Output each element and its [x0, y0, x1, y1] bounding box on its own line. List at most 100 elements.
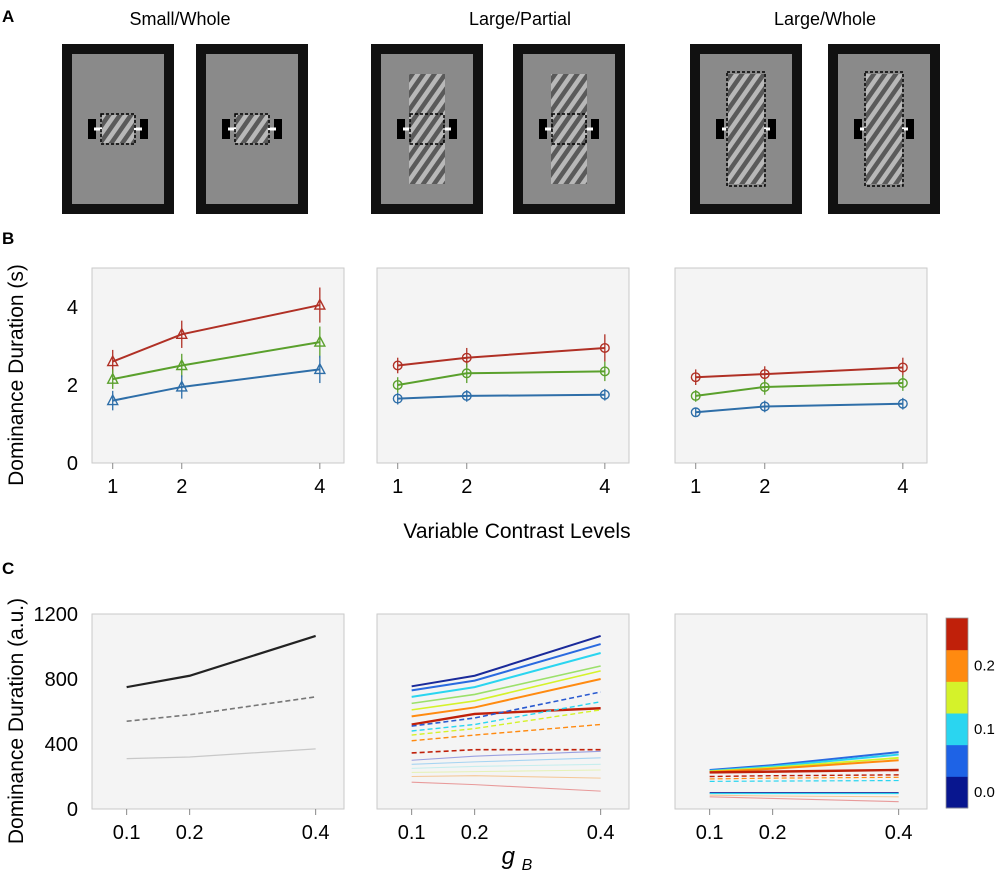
stimulus-frame: [371, 44, 483, 214]
attention-window: [551, 113, 587, 145]
point-green: [106, 372, 119, 384]
chart-b2-large-partial: 1 2 4: [376, 267, 630, 498]
condition-title: Large/Whole: [774, 9, 876, 29]
series-line-s5: [411, 670, 601, 711]
attention-window: [864, 71, 904, 187]
stimulus-row: Small/Whole Large/Partial Large/Whole: [62, 9, 940, 214]
colorbar-tick-label: 0.0: [974, 784, 995, 801]
chart-c1: 0 400 800 1200 0.1 0.2 0.4: [34, 604, 345, 844]
point-red: [461, 352, 472, 363]
x-tick-label: 1: [107, 476, 118, 498]
point-blue: [392, 393, 403, 404]
chart-b1-small-whole: 0 2 4 1 2 4: [67, 267, 345, 498]
grating: [102, 115, 134, 143]
nonius-mark-right: [266, 127, 276, 131]
nonius-mark-left: [228, 127, 238, 131]
attention-window: [100, 113, 136, 145]
colorbar-segment: [946, 649, 968, 682]
point-red: [392, 360, 403, 371]
nonius-mark-left: [545, 127, 555, 131]
c-xlabel-text: g: [502, 843, 516, 870]
point-green: [690, 390, 701, 401]
stimulus-frame: [690, 44, 802, 214]
panel-label-a: A: [2, 7, 14, 26]
x-tick-label: 4: [314, 476, 325, 498]
chart-c3: 0.1 0.2 0.4: [674, 613, 928, 844]
point-green: [313, 335, 326, 347]
x-tick-label: 2: [759, 476, 770, 498]
stimulus-frame: [828, 44, 940, 214]
colorbar-outline: [945, 617, 969, 809]
series-line-l2: [411, 757, 601, 765]
point-green: [392, 380, 403, 391]
attention-window: [726, 71, 766, 187]
chart-b3-large-whole: 1 2 4: [674, 267, 928, 498]
point-red: [759, 369, 770, 380]
grating: [866, 74, 902, 184]
nonius-mark-right: [583, 127, 593, 131]
colorbar-tick-label: 0.1: [974, 721, 995, 738]
stimulus-frame: [196, 44, 308, 214]
nonius-right: [906, 119, 914, 139]
b-xlabel: Variable Contrast Levels: [403, 520, 630, 543]
nonius-mark-right: [441, 127, 451, 131]
nonius-mark-right: [132, 127, 142, 131]
point-blue: [690, 407, 701, 418]
point-red: [690, 372, 701, 383]
series-line-light: [126, 748, 316, 760]
series-line-l1: [411, 750, 601, 761]
x-tick-label: 0.1: [398, 822, 426, 844]
plot-area: [91, 267, 345, 464]
y-tick-label: 400: [45, 734, 78, 756]
point-blue: [313, 362, 326, 375]
series-line-l4: [709, 796, 899, 803]
point-red: [106, 354, 119, 367]
x-tick-label: 4: [599, 476, 610, 498]
grating: [551, 74, 587, 184]
x-tick-label: 0.1: [113, 822, 141, 844]
x-tick-label: 0.2: [461, 822, 489, 844]
point-red: [897, 362, 908, 373]
series-line-d3: [709, 779, 899, 782]
series-line-d2: [411, 701, 601, 732]
colorbar-segment: [946, 618, 968, 651]
series-line-s4: [709, 759, 899, 773]
y-tick-label: 1200: [34, 604, 79, 626]
condition-title: Small/Whole: [129, 9, 230, 29]
c-ylabel: Dominance Duration (a.u.): [5, 598, 28, 844]
series-line-d2: [709, 776, 899, 780]
nonius-left: [397, 119, 405, 139]
nonius-mark-left: [403, 127, 413, 131]
x-tick-label: 2: [461, 476, 472, 498]
plot-area: [674, 267, 928, 464]
series-line-dashed: [126, 696, 316, 723]
colorbar-tick-label: 0.2: [974, 658, 995, 675]
panel-label-b: B: [2, 229, 14, 248]
series-line-l6: [411, 781, 601, 792]
x-tick-label: 1: [690, 476, 701, 498]
c-xlabel: g B: [502, 843, 533, 874]
series-line-l3: [709, 794, 899, 798]
series-line-solid dark: [126, 634, 316, 689]
point-red: [313, 298, 326, 310]
y-tick-label: 2: [67, 375, 78, 397]
series-line-l3: [411, 763, 601, 769]
b-ylabel: Dominance Duration (s): [5, 264, 28, 486]
point-blue: [175, 379, 188, 392]
point-blue: [759, 401, 770, 412]
series-line-s3: [411, 652, 601, 698]
nonius-right: [591, 119, 599, 139]
plot-area: [376, 267, 630, 464]
x-tick-label: 1: [392, 476, 403, 498]
plot-area: [674, 613, 928, 810]
y-tick-label: 800: [45, 669, 78, 691]
xlabel-subscript: B: [522, 857, 533, 874]
stimulus-frame: [513, 44, 625, 214]
nonius-mark-left: [94, 127, 104, 131]
colorbar-segment: [946, 681, 968, 714]
condition-title: Large/Partial: [469, 9, 571, 29]
point-green: [599, 366, 610, 377]
series-line-l5: [411, 775, 601, 779]
point-blue: [897, 398, 908, 409]
point-red: [599, 342, 610, 353]
